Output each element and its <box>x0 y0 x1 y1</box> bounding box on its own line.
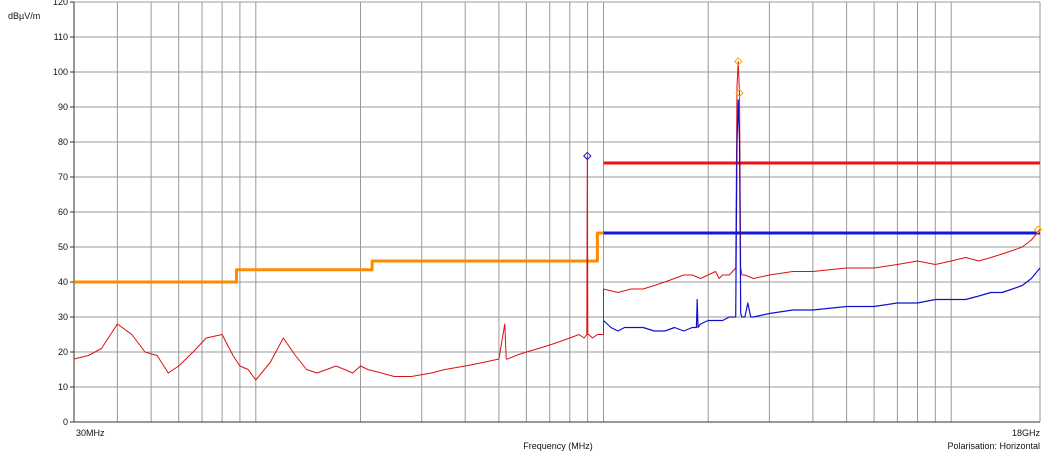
trace-peak-line <box>73 61 1041 381</box>
y-tick-label: 70 <box>58 172 68 182</box>
peak-marker <box>735 88 744 98</box>
trace-avg-line <box>603 99 1041 332</box>
y-tick-label: 20 <box>58 347 68 357</box>
limit-low-line <box>74 231 604 284</box>
polarisation-note: Polarisation: Horizontal <box>947 441 1040 451</box>
y-tick-label: 100 <box>53 67 68 77</box>
peak-marker <box>733 57 743 66</box>
y-tick-labels: 0 10 20 30 40 50 60 70 80 90 100 110 120 <box>53 0 74 427</box>
x-tick-label-end: 18GHz <box>1012 428 1041 438</box>
y-tick-label: 0 <box>63 417 68 427</box>
y-tick-label: 120 <box>53 0 68 7</box>
series-group <box>73 61 1041 381</box>
y-tick-label: 80 <box>58 137 68 147</box>
x-axis-label: Frequency (MHz) <box>523 441 593 451</box>
markers-group <box>583 57 1042 234</box>
x-tick-label-start: 30MHz <box>76 428 105 438</box>
y-axis-label: dBµV/m <box>8 11 40 21</box>
y-tick-label: 60 <box>58 207 68 217</box>
peak-marker <box>1033 225 1042 234</box>
horizontal-grid <box>74 1 1040 423</box>
y-tick-label: 40 <box>58 277 68 287</box>
peak-marker <box>583 151 592 161</box>
y-tick-label: 110 <box>54 32 68 42</box>
y-tick-label: 50 <box>58 242 68 252</box>
y-tick-label: 30 <box>58 312 68 322</box>
y-tick-label: 90 <box>58 102 68 112</box>
y-tick-label: 10 <box>58 382 68 392</box>
